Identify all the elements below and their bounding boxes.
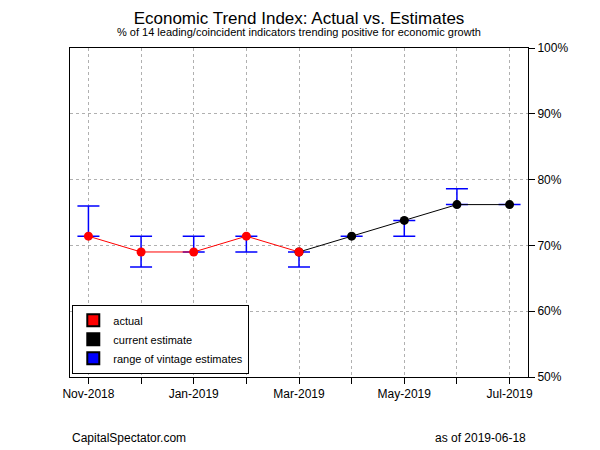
svg-text:Mar-2019: Mar-2019 xyxy=(273,387,325,401)
svg-text:as of 2019-06-18: as of 2019-06-18 xyxy=(435,431,526,445)
svg-text:Nov-2018: Nov-2018 xyxy=(62,387,114,401)
svg-text:100%: 100% xyxy=(537,41,568,55)
svg-text:Jul-2019: Jul-2019 xyxy=(487,387,533,401)
svg-text:Jan-2019: Jan-2019 xyxy=(169,387,219,401)
svg-text:% of 14 leading/coincident ind: % of 14 leading/coincident indicators tr… xyxy=(117,26,481,38)
svg-text:actual: actual xyxy=(113,315,142,327)
svg-text:current estimate: current estimate xyxy=(113,334,192,346)
svg-text:CapitalSpectator.com: CapitalSpectator.com xyxy=(72,431,186,445)
svg-text:90%: 90% xyxy=(537,107,561,121)
svg-text:60%: 60% xyxy=(537,304,561,318)
svg-text:50%: 50% xyxy=(537,370,561,384)
svg-text:80%: 80% xyxy=(537,173,561,187)
svg-text:70%: 70% xyxy=(537,239,561,253)
svg-text:May-2019: May-2019 xyxy=(378,387,432,401)
svg-text:range of vintage estimates: range of vintage estimates xyxy=(113,353,243,365)
svg-text:Economic Trend Index: Actual v: Economic Trend Index: Actual vs. Estimat… xyxy=(134,9,465,28)
